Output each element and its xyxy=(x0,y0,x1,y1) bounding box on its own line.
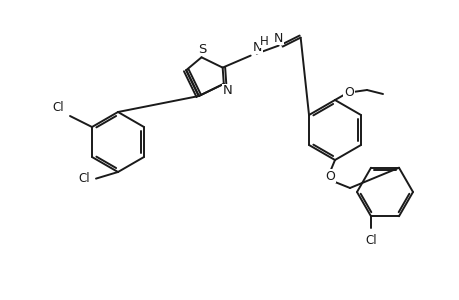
Text: O: O xyxy=(343,85,353,98)
Text: Cl: Cl xyxy=(364,234,376,247)
Text: S: S xyxy=(198,43,206,56)
Text: H: H xyxy=(259,34,268,48)
Text: N: N xyxy=(223,84,232,97)
Text: O: O xyxy=(325,169,334,182)
Text: Cl: Cl xyxy=(52,101,64,114)
Text: N: N xyxy=(252,40,262,54)
Text: Cl: Cl xyxy=(78,172,90,185)
Text: N: N xyxy=(274,32,283,45)
